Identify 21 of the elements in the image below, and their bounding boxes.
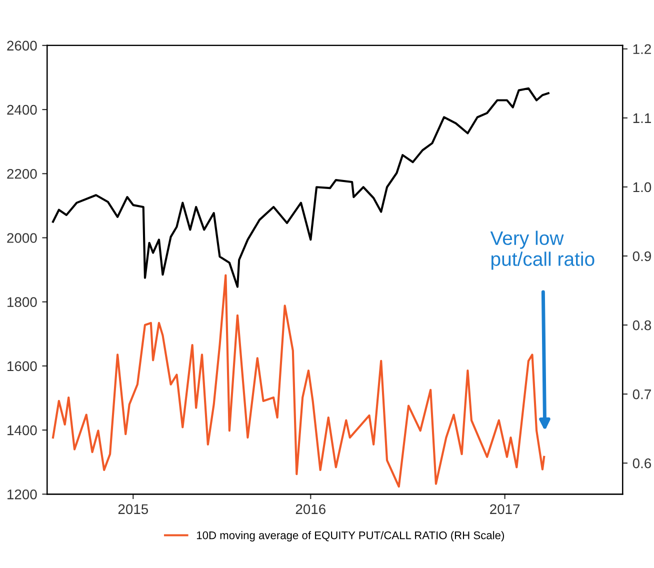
- y-tick-label: 1600: [8, 361, 37, 372]
- y-tick-label: 1200: [8, 489, 37, 500]
- y-tick-label: 2000: [7, 233, 37, 243]
- y2-tick-label: 0.8: [632, 320, 652, 330]
- legend-label: 10D moving average of EQUITY PUT/CALL RATIO (RH Scale): [196, 531, 504, 542]
- annotation: Very low put/call ratio: [490, 230, 594, 270]
- y2-tick-label: 0.7: [632, 389, 651, 400]
- y-tick-label: 2600: [7, 40, 37, 51]
- x-tick-label: 2017: [490, 504, 520, 514]
- y2-tick-label: 0.6: [632, 458, 652, 468]
- y-tick-label: 1800: [8, 297, 37, 308]
- y-tick-label: 2400: [7, 104, 37, 115]
- y-tick-label: 1400: [8, 425, 37, 436]
- x-tick-label: 2015: [118, 504, 148, 514]
- y2-tick-label: 1.1: [633, 113, 651, 123]
- y2-tick-label: 1.2: [633, 44, 651, 54]
- y2-tick-label: 1.0: [633, 182, 652, 192]
- y-tick-label: 2200: [7, 168, 37, 179]
- x-tick-label: 2016: [296, 504, 326, 514]
- line-series: [52, 274, 546, 488]
- y2-tick-label: 0.9: [632, 251, 651, 262]
